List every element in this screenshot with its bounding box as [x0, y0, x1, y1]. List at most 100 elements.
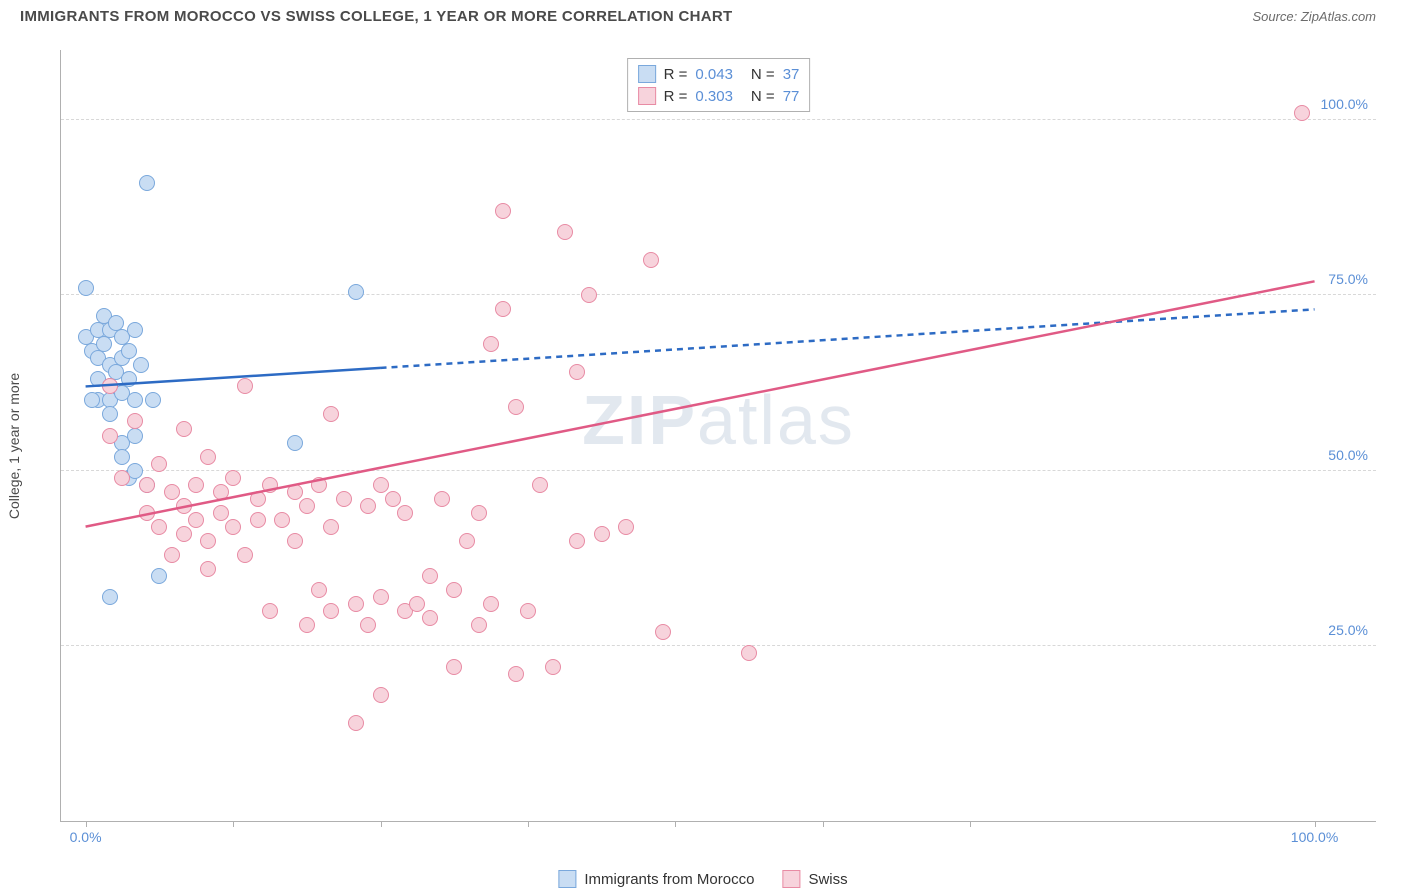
data-point-morocco [96, 336, 112, 352]
data-point-swiss [176, 421, 192, 437]
data-point-swiss [643, 252, 659, 268]
data-point-swiss [397, 505, 413, 521]
data-point-swiss [385, 491, 401, 507]
data-point-swiss [188, 512, 204, 528]
data-point-swiss [422, 568, 438, 584]
data-point-swiss [323, 603, 339, 619]
data-point-swiss [176, 526, 192, 542]
data-point-swiss [127, 413, 143, 429]
data-point-swiss [741, 645, 757, 661]
legend-r-value: 0.303 [695, 88, 733, 105]
data-point-swiss [446, 659, 462, 675]
legend-top: R =0.043N =37R =0.303N =77 [627, 58, 811, 112]
legend-bottom-label: Swiss [808, 871, 847, 888]
x-tick [528, 821, 529, 827]
data-point-swiss [200, 449, 216, 465]
trend-line-morocco-dash [381, 309, 1315, 368]
data-point-swiss [348, 596, 364, 612]
legend-r-value: 0.043 [695, 66, 733, 83]
data-point-morocco [121, 371, 137, 387]
data-point-morocco [102, 589, 118, 605]
data-point-swiss [287, 484, 303, 500]
data-point-morocco [133, 357, 149, 373]
data-point-swiss [520, 603, 536, 619]
data-point-swiss [495, 203, 511, 219]
gridline [61, 294, 1376, 295]
data-point-swiss [139, 477, 155, 493]
x-tick-label: 100.0% [1291, 829, 1338, 845]
data-point-morocco [84, 392, 100, 408]
data-point-swiss [508, 399, 524, 415]
data-point-swiss [102, 428, 118, 444]
data-point-swiss [237, 547, 253, 563]
x-tick [970, 821, 971, 827]
data-point-swiss [569, 533, 585, 549]
data-point-swiss [1294, 105, 1310, 121]
data-point-swiss [508, 666, 524, 682]
data-point-swiss [594, 526, 610, 542]
data-point-swiss [459, 533, 475, 549]
data-point-morocco [127, 392, 143, 408]
data-point-morocco [78, 280, 94, 296]
y-tick-label: 75.0% [1328, 271, 1368, 287]
data-point-swiss [102, 378, 118, 394]
legend-bottom-swatch-morocco [558, 870, 576, 888]
y-tick-label: 100.0% [1321, 96, 1368, 112]
chart-header: IMMIGRANTS FROM MOROCCO VS SWISS COLLEGE… [0, 0, 1406, 29]
data-point-swiss [200, 561, 216, 577]
data-point-morocco [114, 449, 130, 465]
data-point-swiss [164, 484, 180, 500]
data-point-morocco [145, 392, 161, 408]
legend-bottom-label: Immigrants from Morocco [584, 871, 754, 888]
x-tick-label: 0.0% [70, 829, 102, 845]
data-point-swiss [287, 533, 303, 549]
y-axis-label: College, 1 year or more [6, 373, 22, 519]
data-point-swiss [225, 470, 241, 486]
legend-row-morocco: R =0.043N =37 [638, 63, 800, 85]
data-point-swiss [139, 505, 155, 521]
trend-lines [61, 50, 1376, 821]
chart-source: Source: ZipAtlas.com [1252, 9, 1376, 24]
data-point-swiss [495, 301, 511, 317]
data-point-swiss [262, 603, 278, 619]
legend-bottom: Immigrants from Morocco Swiss [558, 870, 847, 888]
data-point-morocco [127, 322, 143, 338]
data-point-swiss [360, 617, 376, 633]
legend-bottom-swatch-swiss [782, 870, 800, 888]
data-point-swiss [151, 456, 167, 472]
data-point-swiss [188, 477, 204, 493]
data-point-swiss [655, 624, 671, 640]
data-point-swiss [225, 519, 241, 535]
chart-title: IMMIGRANTS FROM MOROCCO VS SWISS COLLEGE… [20, 8, 733, 25]
data-point-swiss [373, 589, 389, 605]
data-point-swiss [151, 519, 167, 535]
x-tick [233, 821, 234, 827]
legend-swatch-swiss [638, 87, 656, 105]
watermark-light: atlas [697, 381, 855, 459]
data-point-swiss [237, 378, 253, 394]
data-point-morocco [348, 284, 364, 300]
data-point-swiss [336, 491, 352, 507]
data-point-swiss [360, 498, 376, 514]
data-point-swiss [311, 582, 327, 598]
watermark-bold: ZIP [582, 381, 697, 459]
data-point-swiss [348, 715, 364, 731]
x-tick [1315, 821, 1316, 827]
gridline [61, 470, 1376, 471]
data-point-swiss [373, 477, 389, 493]
data-point-swiss [409, 596, 425, 612]
legend-bottom-item-morocco: Immigrants from Morocco [558, 870, 754, 888]
data-point-swiss [323, 406, 339, 422]
data-point-swiss [114, 470, 130, 486]
data-point-swiss [250, 512, 266, 528]
watermark: ZIPatlas [582, 380, 855, 460]
y-tick-label: 50.0% [1328, 447, 1368, 463]
data-point-morocco [121, 343, 137, 359]
data-point-morocco [287, 435, 303, 451]
legend-n-value: 77 [783, 88, 800, 105]
data-point-swiss [299, 498, 315, 514]
legend-bottom-item-swiss: Swiss [782, 870, 847, 888]
data-point-swiss [446, 582, 462, 598]
data-point-swiss [422, 610, 438, 626]
legend-r-label: R = [664, 66, 688, 83]
